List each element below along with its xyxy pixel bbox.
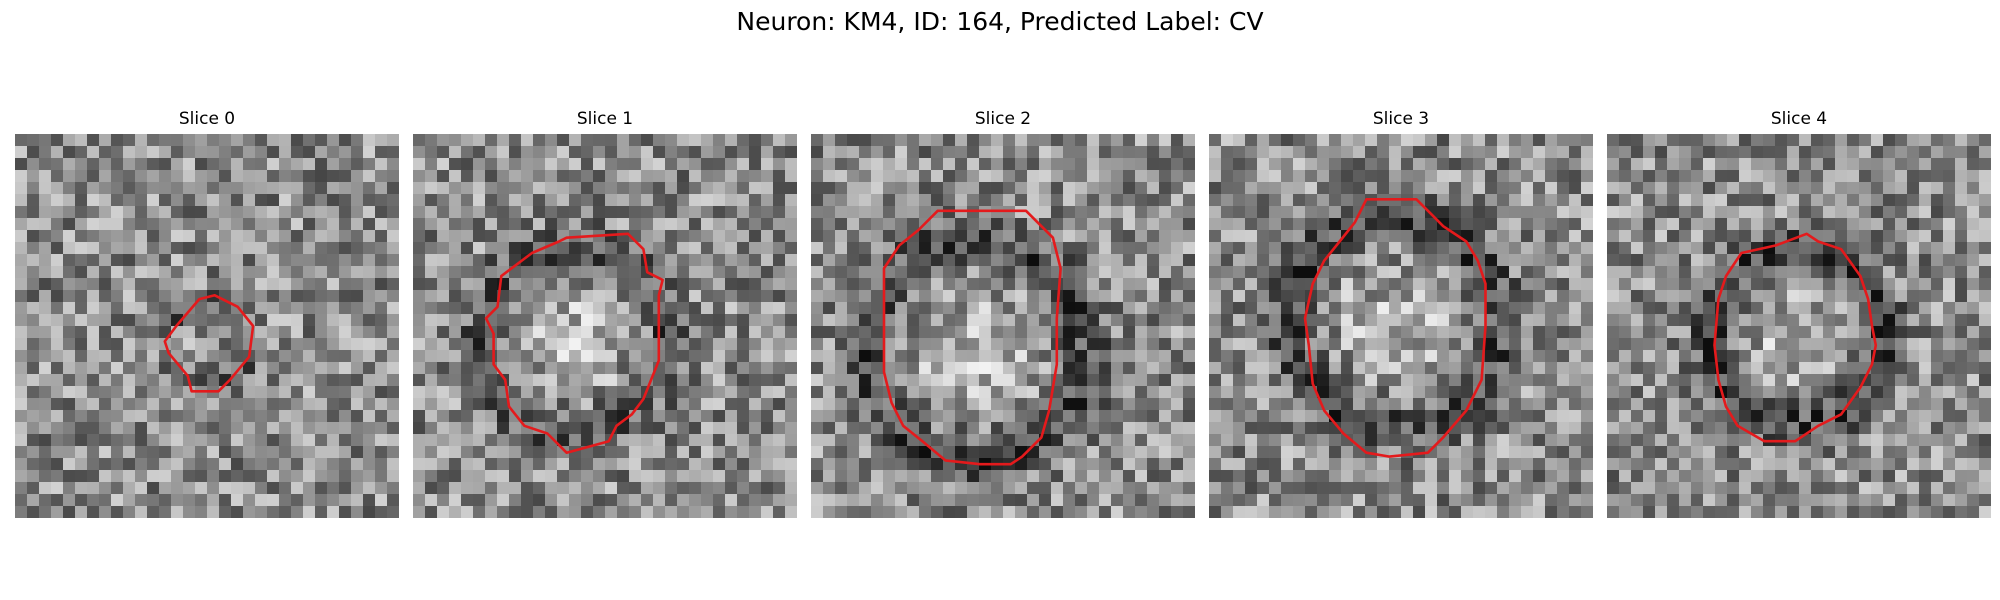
slice-panel-0: Slice 0 <box>15 108 399 518</box>
slice-panel-2: Slice 2 <box>811 108 1195 518</box>
slice-image <box>1209 134 1593 518</box>
roi-contour <box>484 232 664 455</box>
roi-contour <box>882 209 1062 466</box>
slice-image <box>413 134 797 518</box>
roi-contour <box>163 294 255 393</box>
slice-panel-3: Slice 3 <box>1209 108 1593 518</box>
roi-contour <box>1713 232 1878 443</box>
slice-title: Slice 2 <box>974 109 1032 129</box>
slice-title: Slice 4 <box>1770 109 1828 129</box>
slice-title: Slice 0 <box>178 109 236 129</box>
slice-image <box>15 134 399 518</box>
figure-title: Neuron: KM4, ID: 164, Predicted Label: C… <box>736 7 1264 36</box>
slice-panel-4: Slice 4 <box>1607 108 1991 518</box>
slice-panel-1: Slice 1 <box>413 108 797 518</box>
roi-contour <box>1303 198 1487 458</box>
slice-title: Slice 1 <box>576 109 634 129</box>
slice-title: Slice 3 <box>1372 109 1430 129</box>
slice-image <box>811 134 1195 518</box>
slice-image <box>1607 134 1991 518</box>
